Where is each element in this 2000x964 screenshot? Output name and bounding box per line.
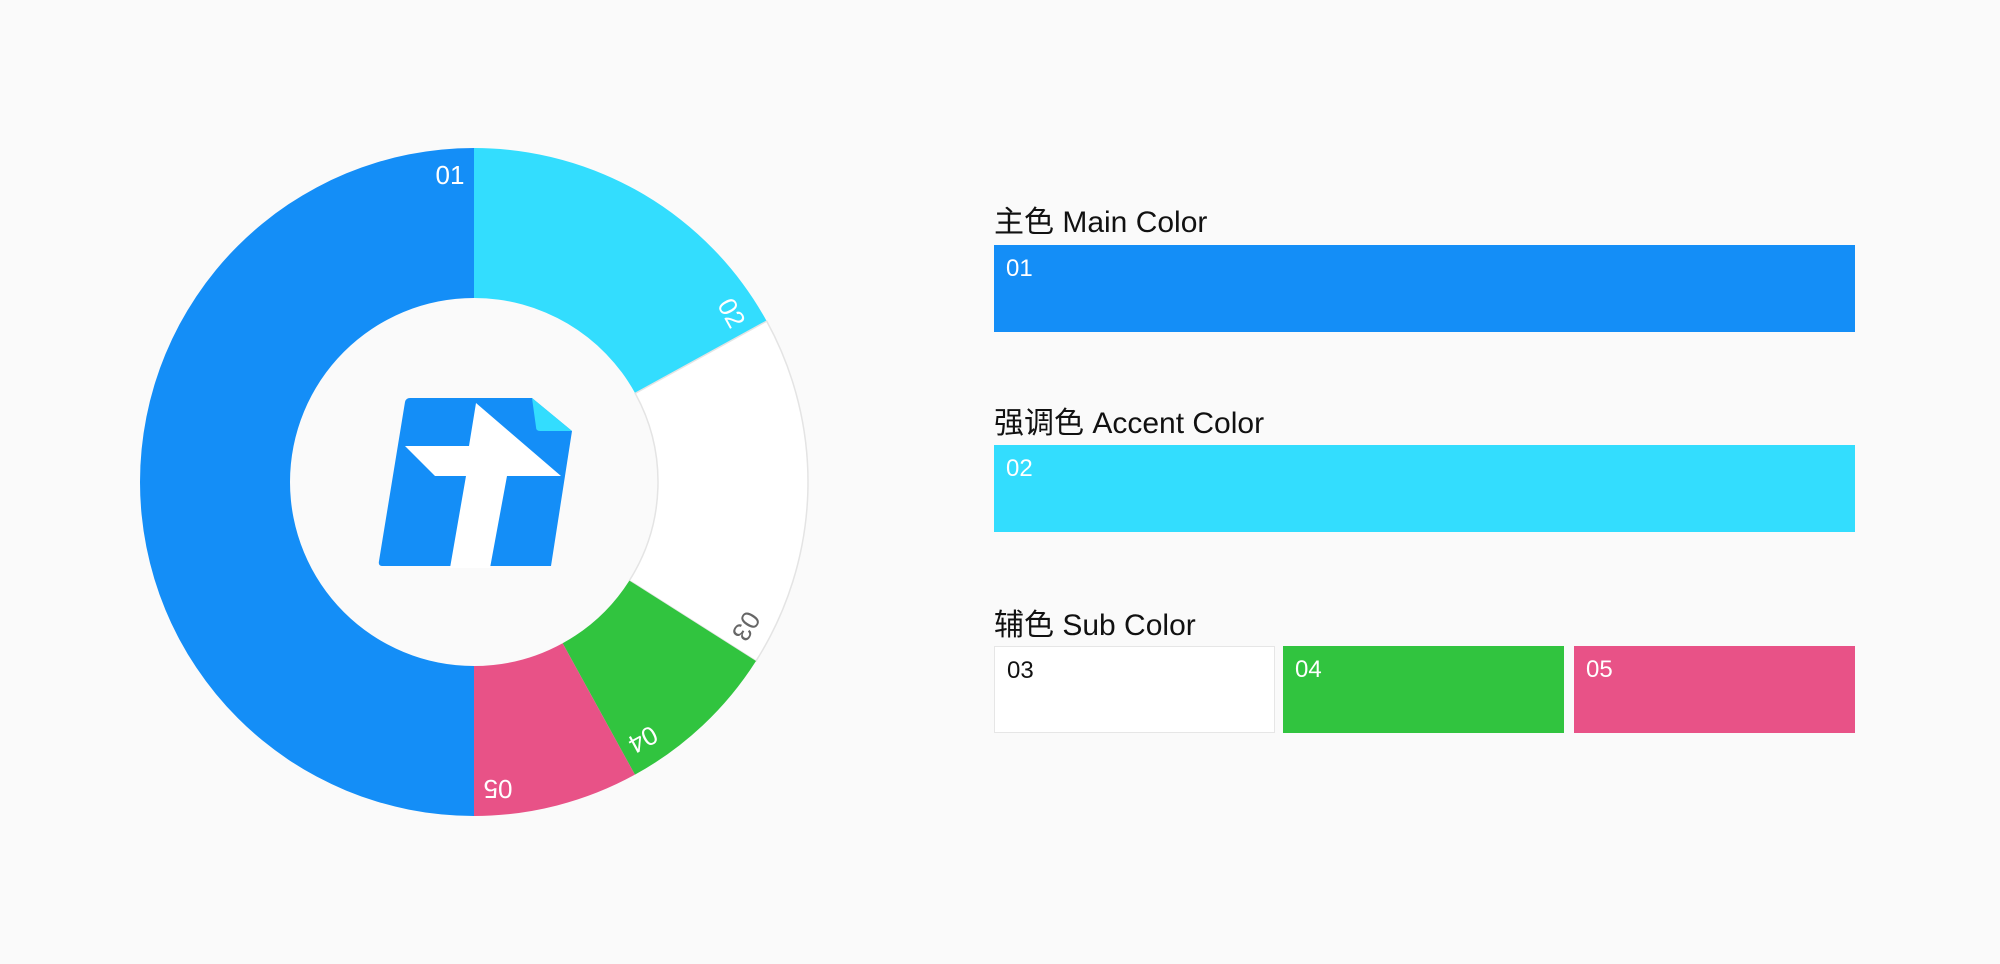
donut-segment-02 (474, 148, 767, 394)
swatch-label: 05 (1586, 656, 1613, 683)
donut-segment-05 (474, 643, 635, 816)
swatch-label: 01 (1006, 255, 1033, 282)
accent-color-title: 强调色 Accent Color (994, 407, 1265, 440)
donut-label-05: 05 (484, 774, 513, 804)
accent-color-swatch: 02 (994, 445, 1855, 532)
sub-color-swatch-03: 03 (994, 646, 1275, 733)
donut-segment-03 (628, 320, 809, 663)
swatch-label: 02 (1006, 455, 1033, 482)
sub-color-title: 辅色 Sub Color (994, 609, 1196, 642)
sub-color-swatch-04: 04 (1283, 646, 1564, 733)
main-color-title: 主色 Main Color (994, 206, 1208, 239)
donut-label-01: 01 (436, 160, 465, 190)
donut-segment-04 (562, 580, 757, 775)
main-color-swatch: 01 (994, 245, 1855, 332)
donut-segment-01 (140, 148, 474, 816)
app-logo-icon (378, 398, 572, 568)
sub-color-swatch-05: 05 (1574, 646, 1855, 733)
swatch-label: 03 (1007, 657, 1034, 684)
swatch-label: 04 (1295, 656, 1322, 683)
